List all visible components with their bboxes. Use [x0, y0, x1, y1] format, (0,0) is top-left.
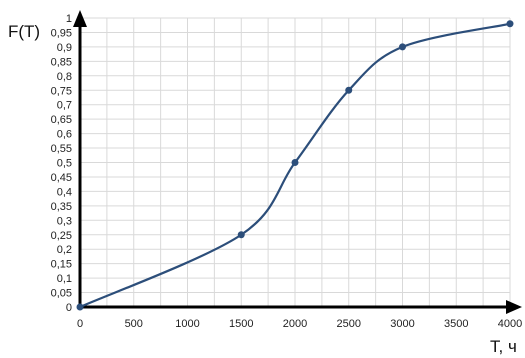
- x-axis-title: T, ч: [490, 337, 517, 356]
- data-point: [506, 20, 514, 28]
- y-tick-label: 0,7: [57, 100, 72, 112]
- data-point: [399, 43, 406, 51]
- y-tick-label: 0,85: [51, 56, 72, 68]
- data-point: [291, 159, 299, 166]
- y-tick-label: 0,2: [57, 244, 72, 256]
- y-tick-label: 0,5: [57, 158, 72, 170]
- x-tick-label: 2000: [283, 318, 307, 330]
- y-tick-label: 1: [66, 13, 72, 25]
- data-point: [237, 231, 245, 239]
- axes: [73, 10, 522, 314]
- y-tick-label: 0,6: [57, 129, 72, 141]
- x-tick-label: 2500: [337, 318, 361, 330]
- y-axis-title: F(T): [8, 22, 40, 41]
- y-tick-label: 0,25: [51, 230, 72, 242]
- grid: [80, 17, 511, 307]
- y-tick-labels: 0 0,05 0,1 0,15 0,2 0,25 0,3 0,35 0,4 0,45 0,5 0,55…: [51, 13, 72, 314]
- series-group: [76, 20, 514, 311]
- data-point: [345, 86, 353, 94]
- x-tick-label: 500: [125, 318, 143, 330]
- y-tick-label: 0: [66, 302, 72, 314]
- x-tick-label: 3500: [444, 318, 468, 330]
- y-tick-label: 0,45: [51, 172, 72, 184]
- y-tick-label: 0,15: [51, 259, 72, 271]
- x-tick-label: 3000: [390, 318, 414, 330]
- y-tick-label: 0,65: [51, 114, 72, 126]
- y-tick-label: 0,35: [51, 201, 72, 213]
- y-tick-label: 0,4: [57, 186, 72, 198]
- y-tick-label: 0,75: [51, 85, 72, 97]
- y-tick-label: 0,05: [51, 288, 72, 300]
- x-tick-label: 0: [77, 318, 83, 330]
- x-tick-labels: 0 500 1000 1500 2000 2500 3000 3500 4000: [77, 318, 522, 330]
- y-tick-label: 0,9: [57, 42, 72, 54]
- x-axis-arrow: [506, 300, 522, 314]
- y-tick-label: 0,3: [57, 215, 72, 227]
- x-tick-label: 4000: [498, 318, 522, 330]
- x-tick-label: 1000: [175, 318, 199, 330]
- y-tick-label: 0,8: [57, 71, 72, 83]
- y-axis-arrow: [73, 10, 87, 27]
- y-tick-label: 0,1: [57, 273, 72, 285]
- x-tick-label: 1500: [229, 318, 253, 330]
- data-point: [76, 303, 84, 311]
- series-line: [79, 22, 511, 309]
- y-tick-label: 0,55: [51, 143, 72, 155]
- y-tick-label: 0,95: [51, 27, 72, 39]
